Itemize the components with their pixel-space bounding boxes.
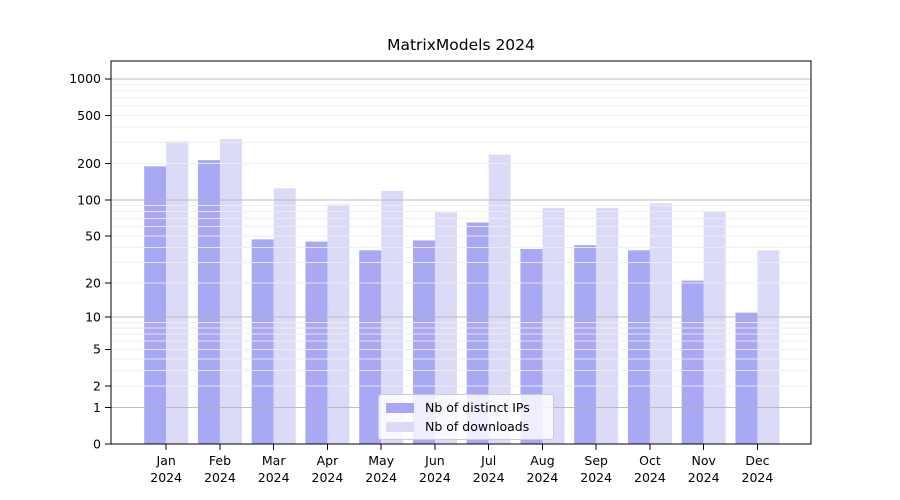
bar-distinct-ips-jan	[144, 166, 167, 444]
x-tick-label-year-dec: 2024	[742, 470, 774, 485]
bar-distinct-ips-jul	[466, 222, 489, 444]
x-tick-label-year-jul: 2024	[473, 470, 505, 485]
x-tick-label-month-jul: Jul	[480, 453, 496, 468]
chart-title: MatrixModels 2024	[387, 36, 535, 54]
bar-downloads-aug	[542, 207, 565, 444]
x-tick-label-month-jan: Jan	[156, 453, 176, 468]
bar-distinct-ips-feb	[197, 160, 220, 445]
bar-downloads-sep	[596, 207, 619, 444]
legend-swatch-distinct-ips	[386, 402, 414, 413]
x-tick-label-year-aug: 2024	[527, 470, 559, 485]
x-tick-label-month-sep: Sep	[584, 453, 608, 468]
y-tick-label-10: 10	[85, 310, 101, 325]
x-tick-label-month-oct: Oct	[639, 453, 661, 468]
x-tick-label-year-sep: 2024	[580, 470, 612, 485]
x-tick-label-year-oct: 2024	[634, 470, 666, 485]
x-tick-label-year-jun: 2024	[419, 470, 451, 485]
y-tick-label-5: 5	[93, 342, 101, 357]
x-tick-label-year-apr: 2024	[312, 470, 344, 485]
y-tick-label-100: 100	[77, 192, 101, 207]
legend-item-downloads: Nb of downloads	[386, 419, 544, 434]
bar-downloads-apr	[327, 204, 350, 444]
bar-distinct-ips-jun	[412, 240, 435, 444]
legend-swatch-downloads	[386, 421, 414, 432]
x-tick-label-year-nov: 2024	[688, 470, 720, 485]
x-tick-label-month-mar: Mar	[262, 453, 286, 468]
bar-distinct-ips-mar	[251, 239, 274, 444]
plot-border	[110, 60, 812, 445]
legend-label-downloads: Nb of downloads	[425, 419, 530, 434]
y-tick-label-500: 500	[77, 108, 101, 123]
bar-downloads-oct	[649, 203, 672, 444]
x-tick-label-month-aug: Aug	[530, 453, 554, 468]
bar-downloads-jan	[166, 141, 189, 444]
bar-downloads-feb	[219, 139, 242, 444]
x-tick-label-month-may: May	[368, 453, 394, 468]
y-tick-label-0: 0	[93, 436, 101, 451]
x-tick-label-year-may: 2024	[365, 470, 397, 485]
y-tick-label-2: 2	[93, 378, 101, 393]
legend: Nb of distinct IPs Nb of downloads	[378, 394, 554, 440]
bar-distinct-ips-dec	[735, 312, 758, 444]
x-tick-label-year-feb: 2024	[204, 470, 236, 485]
x-tick-label-year-mar: 2024	[258, 470, 290, 485]
y-tick-label-50: 50	[85, 229, 101, 244]
legend-label-distinct-ips: Nb of distinct IPs	[425, 400, 530, 415]
y-tick-label-200: 200	[77, 156, 101, 171]
bar-downloads-mar	[273, 188, 296, 444]
x-tick-label-year-jan: 2024	[150, 470, 182, 485]
bar-downloads-dec	[757, 250, 780, 444]
x-tick-label-month-jun: Jun	[424, 453, 445, 468]
bar-distinct-ips-nov	[681, 280, 704, 444]
x-tick-label-month-nov: Nov	[691, 453, 716, 468]
y-tick-label-20: 20	[85, 275, 101, 290]
x-tick-label-month-dec: Dec	[745, 453, 769, 468]
bar-distinct-ips-sep	[574, 245, 597, 444]
y-tick-label-1: 1	[93, 400, 101, 415]
x-tick-label-month-feb: Feb	[209, 453, 231, 468]
bar-distinct-ips-apr	[305, 241, 328, 444]
y-tick-label-1000: 1000	[69, 71, 101, 86]
bar-distinct-ips-oct	[627, 250, 650, 444]
bar-distinct-ips-may	[359, 250, 382, 444]
legend-item-distinct-ips: Nb of distinct IPs	[386, 400, 544, 415]
x-tick-label-month-apr: Apr	[317, 453, 339, 468]
